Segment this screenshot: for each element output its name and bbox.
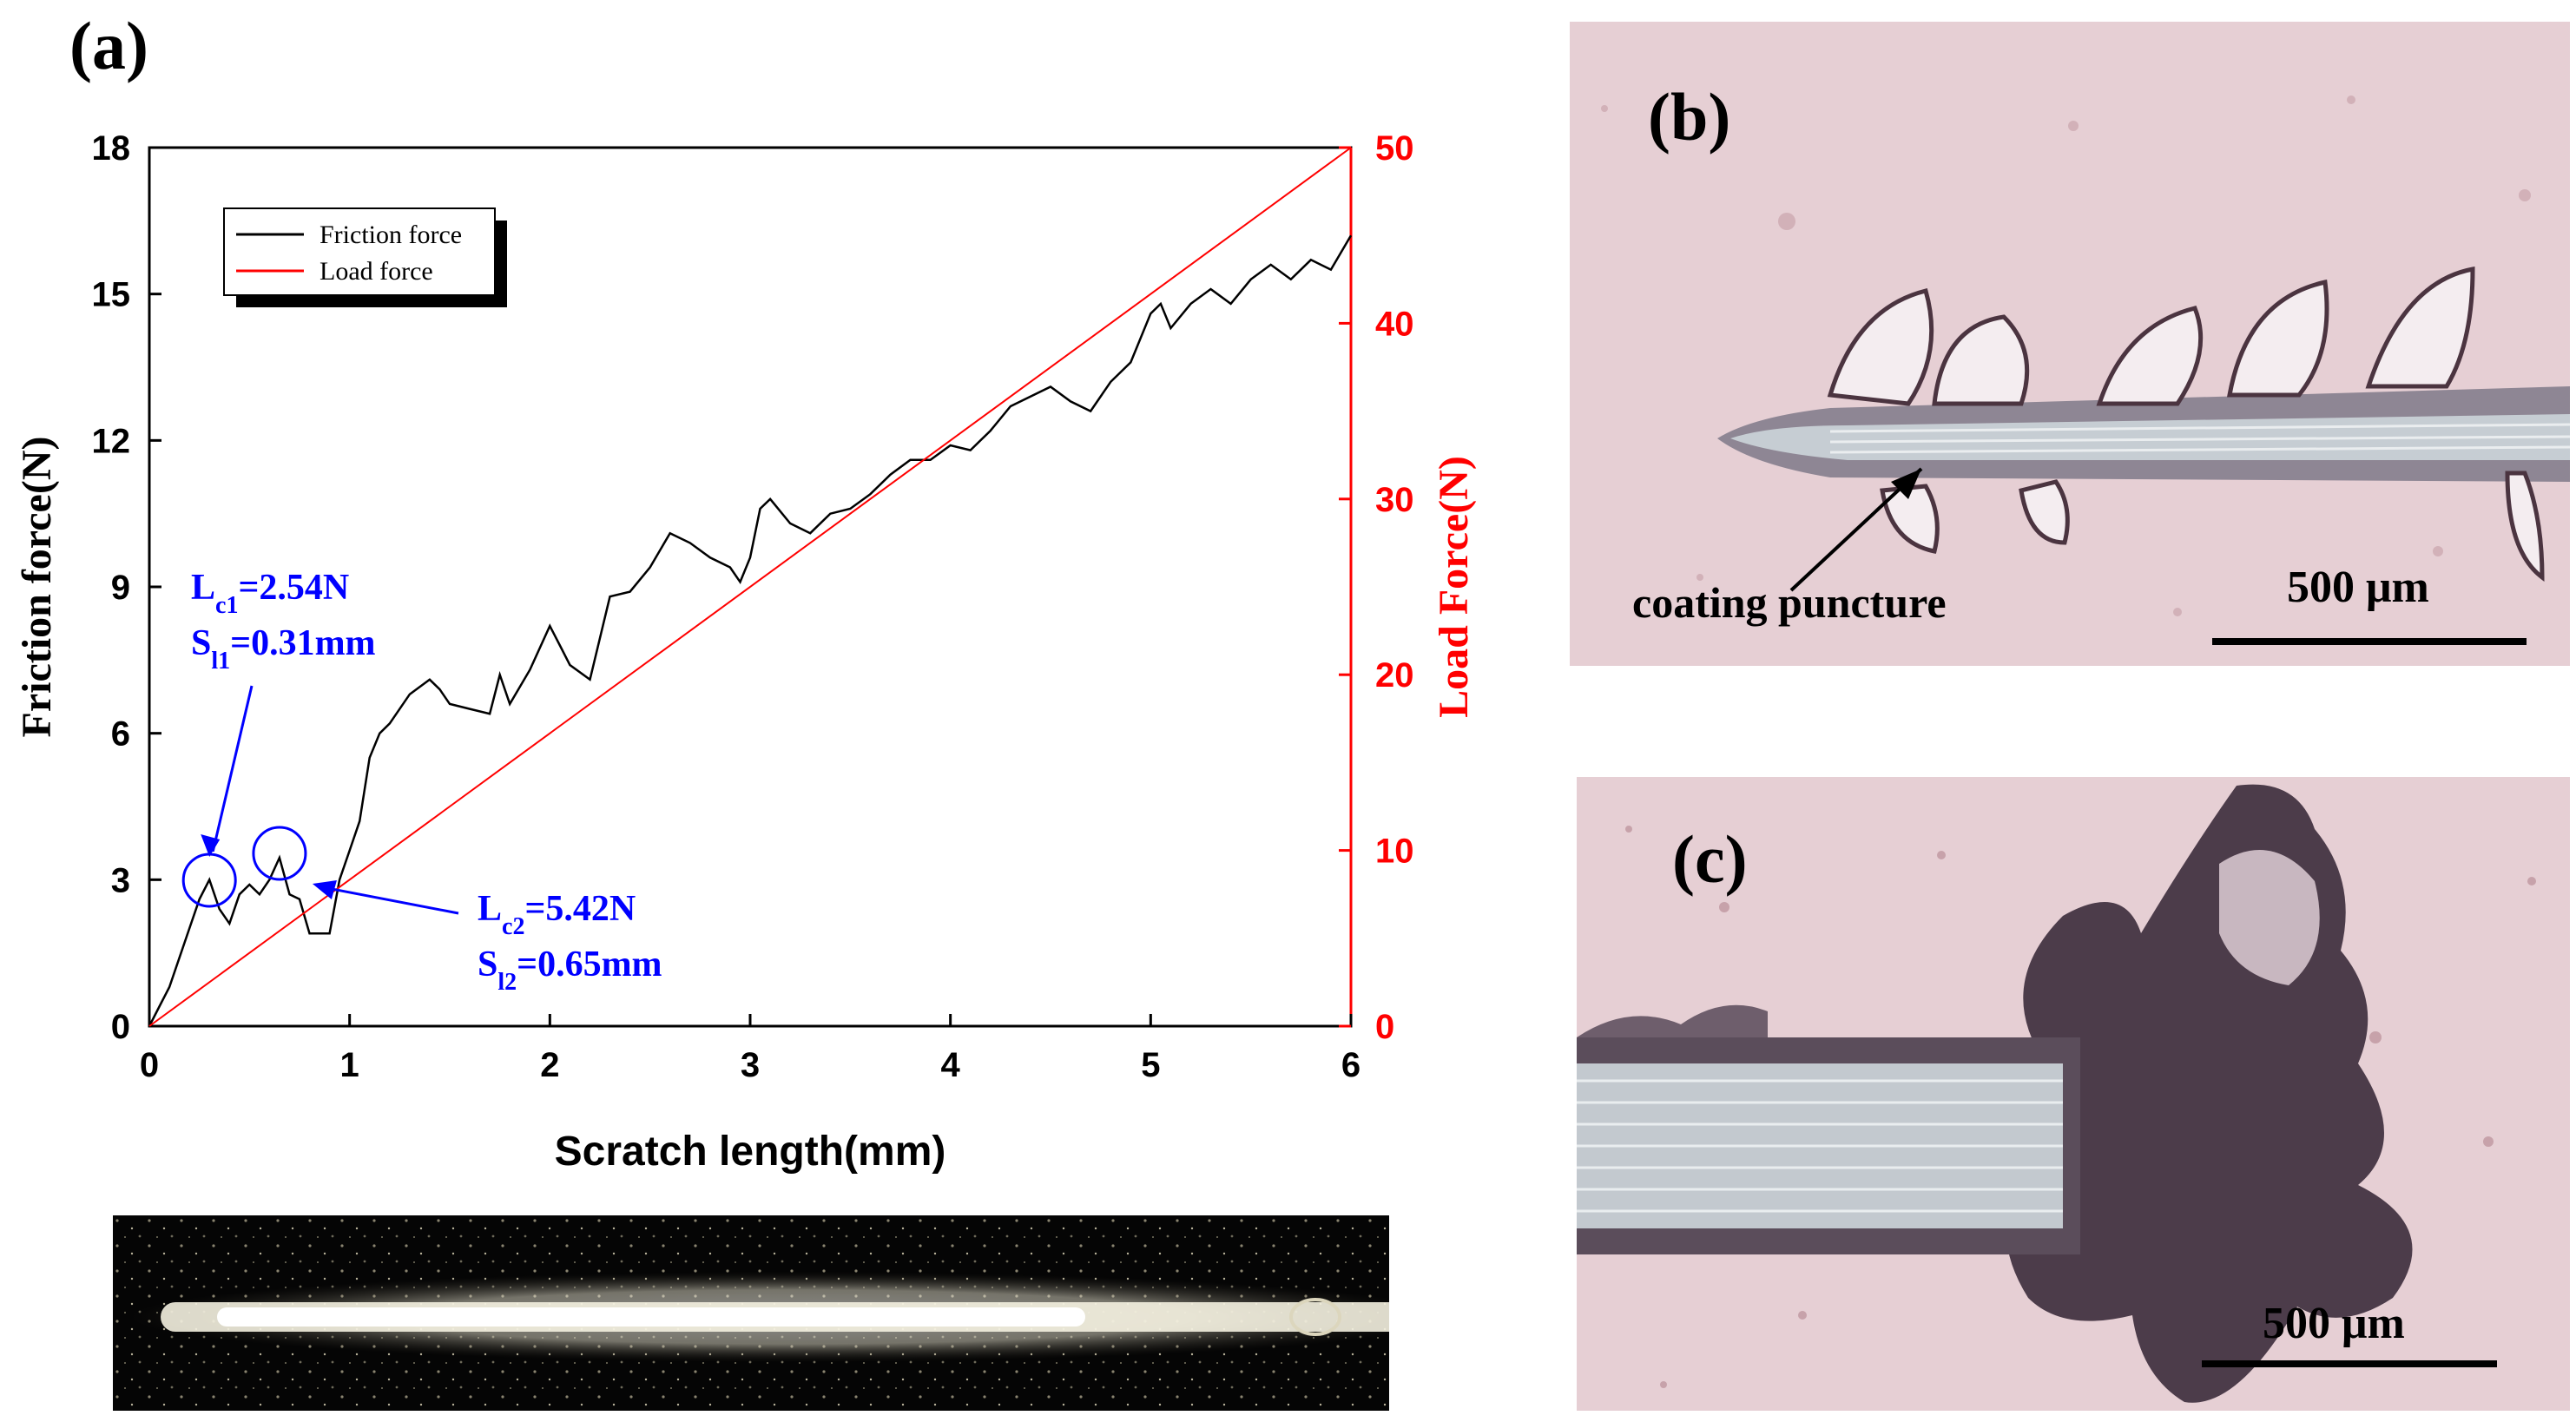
panel-label-b: (b) xyxy=(1648,79,1731,155)
y-right-tick-label: 20 xyxy=(1375,656,1414,695)
x-tick-label: 3 xyxy=(741,1046,760,1084)
y-left-tick-label: 3 xyxy=(111,861,130,899)
y-left-tick-label: 12 xyxy=(92,422,131,460)
series-line-load-force xyxy=(148,147,1352,1027)
micrograph-c-image xyxy=(1577,777,2570,1411)
scalebar-label-c: 500 μm xyxy=(2263,1299,2405,1348)
legend-label: Friction force xyxy=(320,221,462,249)
y-left-axis-label: Friction force(N) xyxy=(14,437,60,738)
x-tick-label: 0 xyxy=(140,1046,159,1084)
y-right-tick-label: 30 xyxy=(1375,481,1414,519)
x-tick-label: 4 xyxy=(941,1046,961,1084)
y-right-tick-label: 50 xyxy=(1375,129,1414,168)
y-right-axis-label: Load Force(N) xyxy=(1431,456,1477,718)
y-right-tick-label: 40 xyxy=(1375,305,1414,343)
scalebar-c xyxy=(2202,1360,2497,1367)
annotation-lc1-arrow xyxy=(211,685,254,853)
micrograph-c: (c) 500 μm xyxy=(1577,777,2570,1411)
annotation-lc1-distance: Sl1=0.31mm xyxy=(191,623,376,675)
scratch-track-image xyxy=(113,1215,1389,1411)
annotation-lc1-load: Lc1=2.54N xyxy=(191,568,349,619)
y-left-tick-label: 9 xyxy=(111,569,130,607)
legend-label: Load force xyxy=(320,257,433,286)
panel-label-a: (a) xyxy=(69,8,148,83)
series-line-friction-force xyxy=(148,234,1353,1027)
annotation-lc2-arrow xyxy=(322,885,459,915)
panel-label-c: (c) xyxy=(1672,821,1748,897)
micrograph-b-image xyxy=(1570,22,2570,666)
x-axis-label: Scratch length(mm) xyxy=(555,1129,946,1175)
annotation-lc1-arrowhead xyxy=(201,833,221,857)
x-tick-label: 6 xyxy=(1341,1046,1360,1084)
scratch-track-photo xyxy=(113,1215,1389,1411)
x-tick-label: 2 xyxy=(540,1046,559,1084)
y-left-tick-label: 18 xyxy=(92,129,131,168)
y-left-tick-label: 0 xyxy=(111,1008,130,1046)
y-left-tick-label: 6 xyxy=(111,715,130,754)
micrograph-b: (b) coating puncture 500 μm xyxy=(1570,22,2570,666)
x-tick-label: 5 xyxy=(1141,1046,1160,1084)
y-right-tick-label: 10 xyxy=(1375,833,1414,871)
x-tick-label: 1 xyxy=(340,1046,359,1084)
annotation-lc2-arrowhead xyxy=(312,880,337,900)
critical-load-circle xyxy=(252,826,307,881)
scalebar-label-b: 500 μm xyxy=(2287,563,2429,612)
annotation-lc2-load: Lc2=5.42N xyxy=(478,889,636,940)
legend-box xyxy=(223,207,496,296)
annotation-coating-puncture: coating puncture xyxy=(1632,578,1947,627)
y-left-tick-label: 15 xyxy=(92,276,131,314)
scalebar-b xyxy=(2212,638,2527,645)
y-right-tick-label: 0 xyxy=(1375,1008,1394,1046)
annotation-lc2-distance: Sl2=0.65mm xyxy=(478,945,662,996)
